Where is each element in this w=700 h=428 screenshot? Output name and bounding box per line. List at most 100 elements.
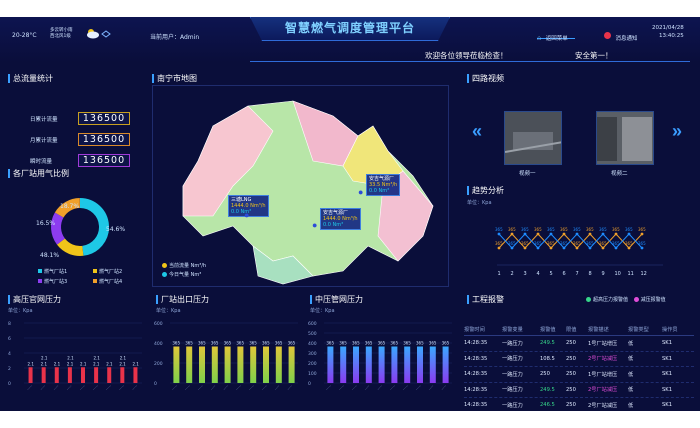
date-text: 2021/04/28 bbox=[652, 25, 684, 31]
alarm-cell: 低 bbox=[628, 402, 634, 409]
video-thumb-2[interactable] bbox=[596, 111, 654, 165]
legend-dot-icon bbox=[586, 297, 591, 302]
trend-point bbox=[497, 246, 501, 250]
x-tick-label: ····· bbox=[247, 384, 255, 392]
map-pin-icon[interactable]: ● bbox=[244, 210, 250, 220]
bar-value-label: 365 bbox=[326, 341, 334, 346]
bar-top-label: 2.1 bbox=[120, 355, 127, 360]
alarm-row[interactable]: 14:28:35 一路压力 246.5 250 2号厂站减压 低 SK1 bbox=[464, 398, 694, 411]
alarm-cell: 一路压力 bbox=[502, 402, 523, 409]
alarm-cell: 250 bbox=[540, 371, 550, 378]
x-tick-label: ····· bbox=[196, 384, 204, 392]
bar-value-label: 2.1 bbox=[119, 361, 126, 366]
city-map[interactable] bbox=[153, 86, 450, 288]
map-card-2-vol: 0.0 Nm³ bbox=[323, 222, 344, 228]
y-tick-label: 0 bbox=[8, 381, 11, 387]
alarm-cell: 低 bbox=[628, 356, 634, 363]
trend-tick-label: 11 bbox=[628, 271, 634, 277]
y-tick-label: 6 bbox=[8, 336, 11, 342]
bar bbox=[67, 367, 72, 383]
notifications-button[interactable]: 消息通知 bbox=[604, 27, 644, 42]
bar bbox=[263, 346, 269, 383]
x-tick-label: ····· bbox=[118, 384, 126, 392]
alarm-cell: 246.5 bbox=[540, 402, 555, 409]
bar bbox=[340, 346, 347, 383]
alarm-cell: SK1 bbox=[662, 355, 672, 362]
y-tick-label: 0 bbox=[154, 381, 157, 387]
title-box: 智慧燃气调度管理平台 bbox=[250, 17, 450, 41]
x-tick-label: ····· bbox=[260, 384, 268, 392]
station-bar-chart: 600 400 200 0 365 ····· 365 ····· 365 ····· 365 ···… bbox=[154, 321, 298, 392]
next-video-icon[interactable]: » bbox=[672, 121, 683, 141]
trend-unit: 单位：Kpa bbox=[467, 200, 492, 206]
alarm-cell: 249.5 bbox=[540, 386, 555, 393]
alarm-row[interactable]: 14:28:35 一路压力 249.5 250 1号厂站增压 低 SK1 bbox=[464, 336, 694, 352]
bar-top-label: 2.1 bbox=[67, 355, 74, 360]
alarm-cell: 250 bbox=[566, 402, 576, 409]
alarm-cell: 14:28:35 bbox=[464, 402, 488, 409]
y-tick-label: 8 bbox=[8, 321, 11, 327]
x-tick-label: ····· bbox=[440, 384, 448, 392]
bar bbox=[107, 367, 112, 383]
map-card-3-vol: 0.0 Nm³ bbox=[369, 188, 390, 194]
legend-dot-icon bbox=[162, 272, 167, 277]
alarm-row[interactable]: 14:28:35 一路压力 250 250 1号厂站增压 低 SK1 bbox=[464, 367, 694, 383]
alarm-cell: 250 bbox=[566, 386, 576, 393]
back-menu-button[interactable]: ⌂ 返回菜单 bbox=[537, 27, 575, 42]
map-card-2[interactable]: 安吉气源厂 1444.0 Nm³/h 0.0 Nm³ bbox=[320, 208, 361, 230]
trend-point bbox=[562, 246, 566, 250]
trend-data-label: 365 bbox=[521, 227, 529, 232]
video-thumb-1[interactable] bbox=[504, 111, 562, 165]
marquee-text-2: 安全第一！ bbox=[575, 51, 613, 60]
page-title: 智慧燃气调度管理平台 bbox=[284, 21, 415, 35]
bar-top-label: 2.1 bbox=[41, 355, 48, 360]
trend-data-label: 365 bbox=[638, 241, 646, 246]
trend-data-label: 365 bbox=[599, 241, 607, 246]
alarm-cell: SK1 bbox=[662, 371, 672, 378]
trend-tick-label: 5 bbox=[550, 271, 553, 277]
map-card-1-vol: 0.0 Nm³ bbox=[231, 209, 252, 215]
x-tick-label: ····· bbox=[389, 384, 397, 392]
alarm-cell: 一路压力 bbox=[502, 387, 523, 394]
trend-data-label: 365 bbox=[573, 241, 581, 246]
bar bbox=[211, 346, 218, 383]
donut-slice bbox=[54, 198, 81, 218]
station-chart-title: 厂站出口压力 bbox=[156, 295, 209, 304]
map-card-3[interactable]: 安吉气源厂 33.5 Nm³/h 0.0 Nm³ bbox=[366, 174, 401, 196]
alarm-cell: 2号厂站减压 bbox=[588, 387, 618, 394]
map-pin-icon[interactable]: ● bbox=[358, 187, 364, 197]
bar bbox=[173, 346, 180, 383]
map-card-1[interactable]: 三塘LNG 1444.0 Nm³/h 0.0 Nm³ bbox=[228, 195, 269, 217]
bar bbox=[224, 346, 231, 383]
bar bbox=[250, 346, 257, 383]
trend-data-label: 365 bbox=[495, 241, 503, 246]
video-label-1: 视频一 bbox=[519, 171, 536, 177]
trend-data-label: 365 bbox=[547, 241, 555, 246]
alarm-row[interactable]: 14:28:35 一路压力 249.5 250 2号厂站减压 低 SK1 bbox=[464, 383, 694, 398]
trend-tick-label: 10 bbox=[615, 271, 621, 277]
x-tick-label: ····· bbox=[183, 384, 191, 392]
bar bbox=[41, 367, 46, 383]
mp-chart-unit: 单位：Kpa bbox=[310, 308, 335, 314]
bar bbox=[186, 346, 193, 383]
x-tick-label: ····· bbox=[325, 384, 333, 392]
alarm-header-cell: 操作员 bbox=[662, 327, 678, 333]
map-card-2-name: 安吉气源厂 bbox=[323, 210, 349, 216]
alarm-legend-low: 减压报警值 bbox=[640, 297, 666, 303]
bar-value-label: 365 bbox=[339, 341, 347, 346]
trend-point bbox=[510, 246, 514, 250]
alarm-header-cell: 报警类型 bbox=[628, 327, 649, 333]
x-tick-label: ····· bbox=[376, 384, 384, 392]
y-tick-label: 2 bbox=[8, 366, 11, 372]
map-panel[interactable] bbox=[152, 85, 449, 287]
trend-point bbox=[510, 232, 514, 236]
alarm-row[interactable]: 14:28:35 一路压力 108.5 250 2号厂站减压 低 SK1 bbox=[464, 352, 694, 367]
bar bbox=[133, 367, 138, 383]
alarm-cell: SK1 bbox=[662, 402, 672, 409]
map-pin-icon[interactable]: ● bbox=[312, 220, 318, 230]
prev-video-icon[interactable]: « bbox=[472, 121, 483, 141]
x-tick-label: ····· bbox=[26, 384, 34, 392]
y-tick-label: 600 bbox=[308, 321, 317, 327]
x-tick-label: ····· bbox=[363, 384, 371, 392]
flow-stats-title: 总流量统计 bbox=[8, 74, 53, 83]
